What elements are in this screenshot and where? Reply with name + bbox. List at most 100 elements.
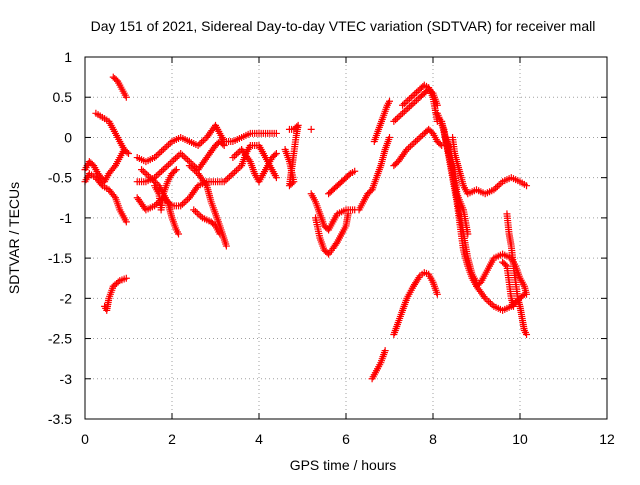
data-point — [433, 290, 441, 298]
data-point — [464, 230, 472, 238]
data-point — [97, 180, 105, 188]
series-s32 — [499, 258, 517, 310]
data-point — [234, 149, 242, 157]
data-point — [402, 106, 410, 114]
data-point — [402, 98, 410, 106]
data-point — [202, 180, 210, 188]
data-point — [184, 156, 192, 164]
grid — [85, 57, 607, 419]
x-tick-label: 6 — [342, 431, 350, 447]
series-s31 — [503, 210, 531, 339]
series-s29 — [449, 133, 531, 198]
data-point — [332, 240, 340, 248]
data-point — [139, 167, 147, 175]
data-point — [407, 101, 415, 109]
data-point — [392, 116, 400, 124]
data-point — [408, 141, 416, 149]
data-point — [224, 174, 232, 182]
series-s23 — [390, 125, 446, 170]
data-point — [502, 261, 509, 269]
y-tick-label: 1 — [64, 49, 72, 65]
series-s30 — [473, 282, 528, 314]
data-point — [351, 167, 359, 175]
data-point — [154, 170, 162, 178]
data-point — [232, 166, 240, 174]
data-point — [412, 137, 420, 145]
data-point — [159, 146, 167, 154]
data-point — [285, 125, 293, 133]
x-tick-label: 8 — [429, 431, 437, 447]
data-point — [178, 151, 186, 159]
x-tick-label: 10 — [512, 431, 528, 447]
data-series — [81, 73, 531, 383]
data-point — [291, 124, 299, 132]
data-point — [175, 230, 183, 238]
chart-title: Day 151 of 2021, Sidereal Day-to-day VTE… — [91, 18, 596, 34]
data-point — [156, 149, 164, 157]
x-tick-label: 12 — [599, 431, 615, 447]
y-tick-label: -3 — [60, 371, 73, 387]
series-s22 — [399, 81, 441, 125]
data-point — [493, 183, 501, 191]
data-point — [393, 114, 401, 122]
data-point — [399, 109, 407, 117]
data-point — [344, 210, 352, 218]
data-point — [158, 147, 166, 155]
data-point — [231, 152, 239, 160]
series-s18 — [325, 167, 359, 198]
data-point — [171, 167, 179, 175]
data-point — [400, 108, 408, 116]
data-point — [271, 151, 279, 159]
data-point — [177, 150, 185, 158]
data-point — [520, 290, 528, 298]
data-point — [216, 230, 224, 238]
data-point — [141, 169, 149, 177]
data-point — [404, 96, 412, 104]
data-point — [485, 298, 493, 306]
tick-labels: 0 2 4 6 8 10 12 1 0.5 0 -0.5 -1 -1.5 -2 -2.5 -3 -3.5 — [48, 49, 615, 447]
data-point — [114, 278, 122, 286]
series-s28 — [442, 133, 472, 238]
data-point — [163, 162, 171, 170]
data-point — [196, 140, 204, 148]
data-point — [411, 98, 419, 106]
data-point — [412, 96, 420, 104]
data-point — [412, 88, 420, 96]
data-point — [180, 199, 188, 207]
data-point — [436, 140, 444, 148]
data-point — [110, 163, 118, 171]
data-point — [163, 142, 171, 150]
data-point — [229, 154, 237, 162]
data-point — [143, 170, 151, 178]
x-tick-label: 0 — [81, 431, 89, 447]
series-s6 — [133, 121, 280, 166]
series-s14 — [281, 121, 302, 190]
series-s12 — [190, 206, 224, 238]
data-point — [402, 147, 410, 155]
data-point — [122, 218, 130, 226]
data-point — [220, 141, 228, 149]
data-point — [110, 192, 118, 200]
plot-frame — [84, 56, 608, 420]
data-point — [182, 154, 190, 162]
data-point — [165, 141, 173, 149]
data-point — [166, 159, 174, 167]
data-point — [178, 200, 186, 208]
data-point — [406, 142, 414, 150]
series-s2 — [81, 170, 130, 226]
data-point — [231, 168, 239, 176]
data-point — [307, 125, 315, 133]
data-point — [272, 150, 280, 158]
data-point — [225, 173, 233, 181]
data-point — [158, 167, 166, 175]
data-point — [272, 129, 280, 137]
series-s5 — [101, 274, 130, 314]
x-axis-label: GPS time / hours — [290, 457, 397, 473]
data-point — [199, 137, 207, 145]
data-point — [123, 148, 131, 156]
data-point — [229, 170, 237, 178]
data-point — [381, 347, 389, 355]
data-point — [122, 274, 130, 282]
